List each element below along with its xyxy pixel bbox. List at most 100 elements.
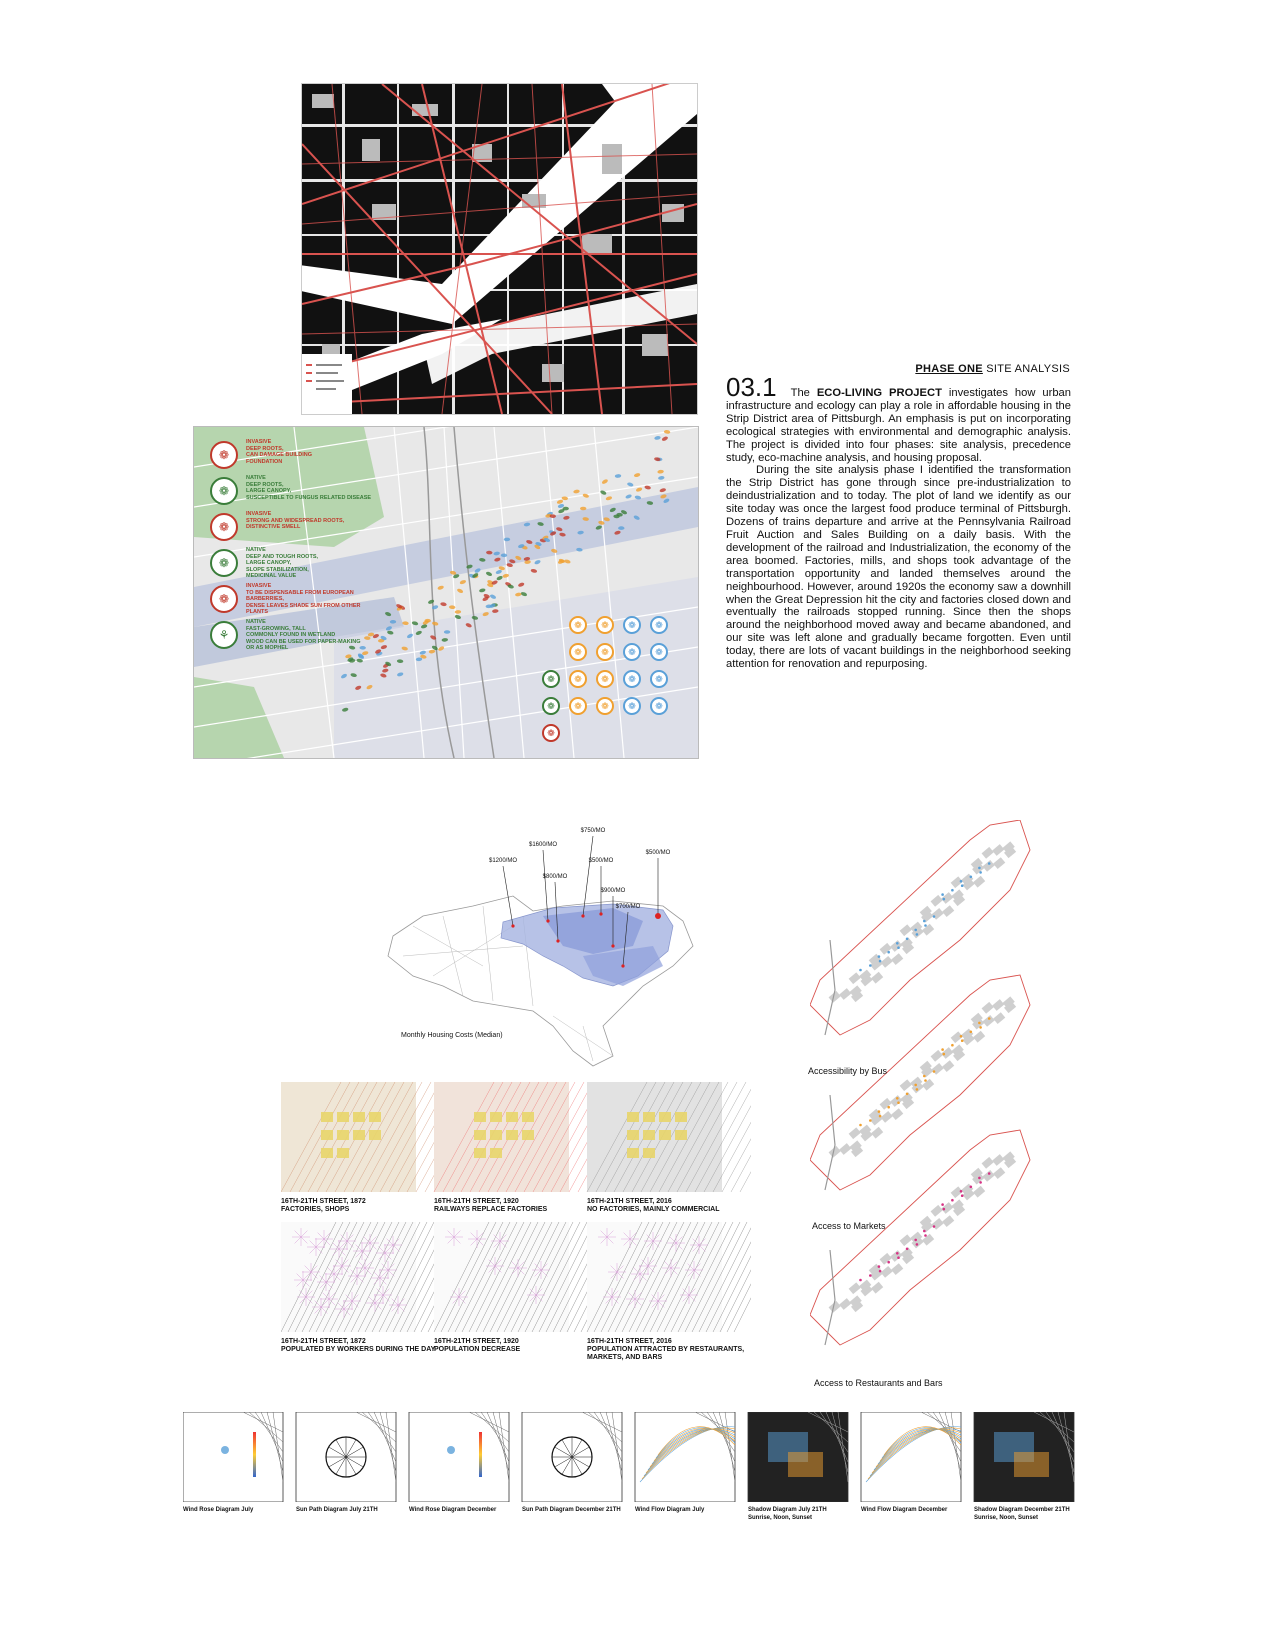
- tree-mark: [407, 633, 413, 639]
- tree-mark: [490, 594, 496, 599]
- access-maps-svg: [809, 819, 1031, 1346]
- climate-caption: Wind Rose Diagram December: [409, 1507, 497, 1513]
- tree-mark: [380, 645, 387, 650]
- tree-mark: [483, 593, 490, 599]
- tree-mark: [402, 621, 409, 626]
- tree-mark: [557, 559, 565, 564]
- tree-mark: [380, 635, 387, 641]
- tree-mark: [389, 619, 397, 624]
- climate-diagram: [182, 1411, 284, 1503]
- tree-legend-row: ❁ INVASIVE TO BE DISPENSABLE FROM EUROPEAN…: [210, 583, 375, 621]
- tree-mark: [577, 530, 584, 535]
- tree-mark: [515, 592, 522, 597]
- climate-diagram: [634, 1411, 736, 1503]
- tree-mark: [518, 544, 525, 549]
- tree-mark: [503, 537, 511, 542]
- access-map: [809, 1129, 1031, 1346]
- tree-mark: [385, 612, 392, 617]
- tree-legend-row: ❁ NATIVE DEEP ROOTS, LARGE CANOPY, SUSCEPTIB…: [210, 475, 375, 513]
- tree-mark: [558, 509, 565, 514]
- access-map: [809, 819, 1031, 1036]
- tree-mark: [482, 612, 489, 617]
- price-leader: [542, 849, 549, 922]
- population-diagram: [280, 1221, 484, 1333]
- climate-caption: Sun Path Diagram July 21TH: [296, 1507, 378, 1513]
- tree-mark: [506, 563, 513, 567]
- tree-mark: [634, 495, 642, 500]
- tree-mark: [367, 632, 375, 637]
- tree-mark: [422, 620, 429, 625]
- tree-legend-text: NATIVE DEEP ROOTS, LARGE CANOPY, SUSCEPTIBL…: [246, 475, 372, 501]
- history-diagrams-svg: [280, 1081, 801, 1333]
- tree-type-icon: ❁: [623, 643, 641, 661]
- tree-mark: [342, 707, 349, 712]
- tree-mark: [411, 621, 419, 626]
- tree-legend-row: ❁ NATIVE DEEP AND TOUGH ROOTS, LARGE CANOPY…: [210, 547, 375, 585]
- tree-mark: [471, 616, 479, 620]
- tree-mark: [479, 588, 486, 593]
- tree-mark: [495, 569, 502, 575]
- climate-diagram: [860, 1411, 962, 1503]
- tree-mark: [518, 582, 525, 587]
- tree-mark: [661, 436, 668, 441]
- intro-paragraph-1: investigates how urban infrastructure an…: [726, 387, 1071, 464]
- tree-type-icon: ❁: [569, 670, 587, 688]
- tree-mark: [559, 532, 566, 537]
- tree-mark: [537, 522, 544, 526]
- access-map: [809, 974, 1031, 1191]
- tree-mark: [524, 560, 531, 564]
- tree-type-icon: ❁: [650, 670, 668, 688]
- tree-mark: [401, 646, 408, 651]
- tree-mark: [618, 526, 625, 530]
- tree-mark: [479, 558, 486, 562]
- tree-mark: [382, 668, 389, 673]
- tree-mark: [663, 430, 671, 434]
- intro-text: 03.1 The ECO-LIVING PROJECT investigates …: [726, 374, 1071, 671]
- tree-mark: [487, 583, 494, 588]
- tree-mark: [633, 473, 641, 478]
- tree-mark: [515, 555, 522, 561]
- tree-mark: [454, 610, 462, 614]
- tree-mark: [534, 560, 541, 565]
- tree-mark: [494, 557, 501, 562]
- tree-mark: [457, 588, 464, 594]
- tree-mark: [420, 624, 428, 629]
- tree-mark: [496, 576, 503, 581]
- tree-type-icon: ❁: [596, 643, 614, 661]
- tree-mark: [523, 522, 531, 527]
- tree-mark: [500, 553, 508, 558]
- price-leader: [622, 911, 629, 967]
- tree-mark: [556, 527, 563, 532]
- tree-mark: [564, 559, 571, 564]
- tree-mark: [660, 494, 667, 499]
- tree-mark: [557, 504, 565, 508]
- tree-mark: [654, 436, 661, 440]
- price-label: $1600/MO: [529, 842, 557, 848]
- tree-mark: [502, 573, 509, 578]
- tree-mark: [349, 658, 356, 663]
- tree-mark: [348, 645, 356, 650]
- price-label: $900/MO: [601, 888, 626, 894]
- tree-type-icon: ❁: [650, 643, 668, 661]
- tree-mark: [492, 609, 499, 613]
- tree-mark: [380, 673, 387, 678]
- tree-legend-row: ❁ INVASIVE STRONG AND WIDESPREAD ROOTS, DIS…: [210, 511, 375, 549]
- price-label: $750/MO: [581, 828, 606, 834]
- history-diagram: [433, 1081, 648, 1193]
- tree-mark: [482, 596, 489, 602]
- tree-mark: [459, 580, 466, 585]
- tree-mark: [378, 638, 385, 643]
- tree-mark: [397, 672, 404, 677]
- tree-mark: [658, 476, 665, 480]
- population-diagram: [433, 1221, 637, 1333]
- tree-mark: [549, 514, 556, 519]
- tree-mark: [491, 580, 498, 585]
- climate-diagram: [408, 1411, 510, 1503]
- population-caption-1872: 16TH-21TH STREET, 1872 POPULATED BY WORKE…: [281, 1338, 436, 1353]
- tree-type-icon: ❁: [596, 697, 614, 715]
- tree-mark: [526, 540, 533, 544]
- climate-caption: Wind Flow Diagram December: [861, 1507, 948, 1513]
- tree-mark: [625, 494, 632, 499]
- tree-mark: [530, 569, 538, 573]
- history-diagrams: 16TH-21TH STREET, 1872 FACTORIES, SHOPS 1…: [280, 1081, 801, 1362]
